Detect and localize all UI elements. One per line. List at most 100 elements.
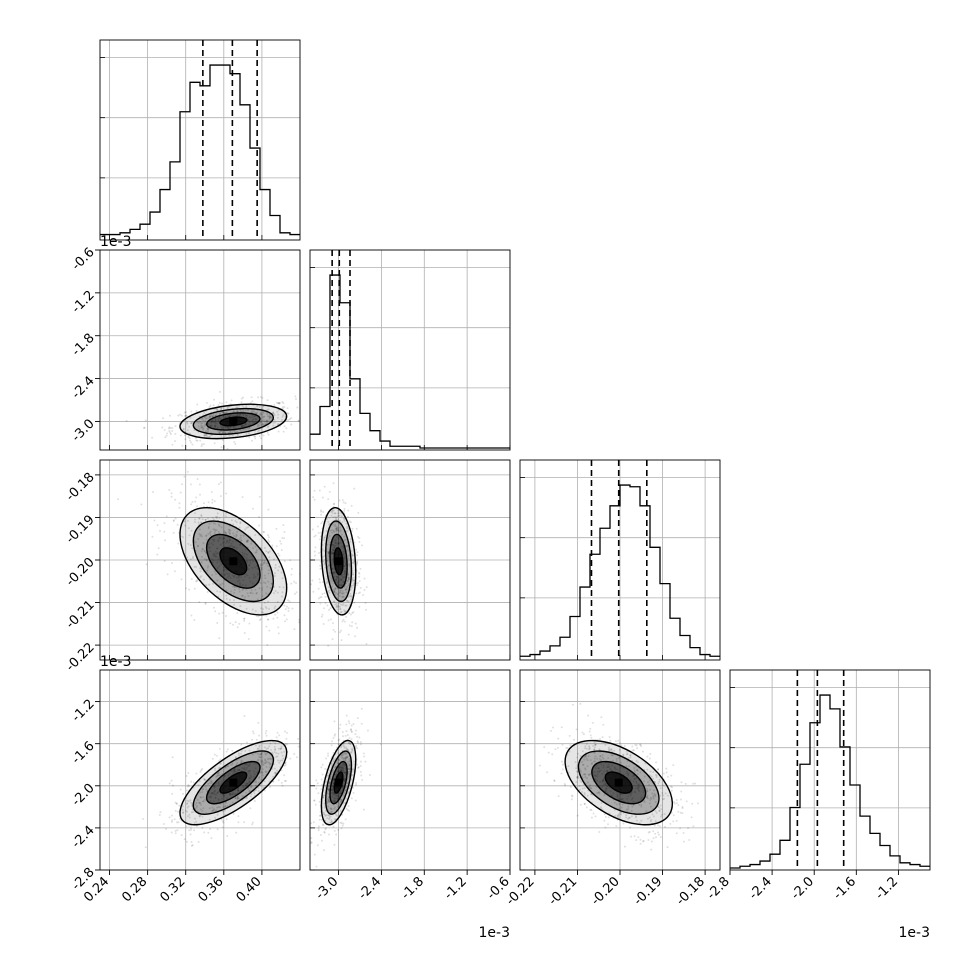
sample-point <box>233 793 236 796</box>
sample-point <box>618 802 621 805</box>
sample-point <box>276 410 279 413</box>
sample-point <box>256 752 259 755</box>
sample-point <box>174 832 177 835</box>
sample-point <box>357 592 360 595</box>
sample-point <box>330 552 333 555</box>
sample-point <box>209 530 212 533</box>
sample-point <box>330 578 333 581</box>
sample-point <box>268 556 271 559</box>
sample-point <box>258 422 261 425</box>
sample-point <box>261 608 264 611</box>
sample-point <box>174 498 177 501</box>
sample-point <box>337 579 340 582</box>
sample-point <box>232 534 235 537</box>
sample-point <box>345 756 348 759</box>
sample-point <box>349 538 352 541</box>
sample-point <box>254 545 257 548</box>
sample-point <box>631 801 634 804</box>
sample-point <box>598 769 601 772</box>
sample-point <box>324 809 327 812</box>
sample-point <box>312 496 315 499</box>
sample-point <box>248 576 251 579</box>
sample-point <box>201 790 204 793</box>
sample-point <box>313 799 316 802</box>
sample-point <box>251 507 254 510</box>
sample-point <box>211 574 214 577</box>
sample-point <box>568 750 571 753</box>
y-tick-label: -1.2 <box>69 288 98 317</box>
sample-point <box>313 535 316 538</box>
sample-point <box>324 806 327 809</box>
sample-point <box>214 796 217 799</box>
sample-point <box>352 611 355 614</box>
sample-point <box>283 560 286 563</box>
sample-point <box>221 432 224 435</box>
sample-point <box>226 765 229 768</box>
sample-point <box>274 613 277 616</box>
sample-point <box>348 758 351 761</box>
sample-point <box>226 835 229 838</box>
density-peak <box>229 557 238 566</box>
sample-point <box>261 563 264 566</box>
sample-point <box>365 608 368 611</box>
sample-point <box>664 792 667 795</box>
sample-point <box>348 736 351 739</box>
sample-point <box>216 791 219 794</box>
sample-point <box>258 424 261 427</box>
sample-point <box>277 759 280 762</box>
sample-point <box>632 774 635 777</box>
sample-point <box>335 578 338 581</box>
sample-point <box>654 836 657 839</box>
sample-point <box>590 816 593 819</box>
sample-point <box>255 784 258 787</box>
sample-point <box>197 841 200 844</box>
sample-point <box>343 771 346 774</box>
sample-point <box>636 769 639 772</box>
sample-point <box>281 595 284 598</box>
sample-point <box>348 766 351 769</box>
sample-point <box>219 481 222 484</box>
sample-point <box>560 760 563 763</box>
sample-point <box>322 796 325 799</box>
sample-point <box>186 785 189 788</box>
sample-point <box>601 779 604 782</box>
sample-point <box>274 563 277 566</box>
sample-point <box>588 748 591 751</box>
sample-point <box>584 754 587 757</box>
sample-point <box>341 573 344 576</box>
sample-point <box>217 538 220 541</box>
sample-point <box>593 751 596 754</box>
sample-point <box>604 789 607 792</box>
sample-point <box>324 784 327 787</box>
sample-point <box>327 537 330 540</box>
sample-point <box>616 793 619 796</box>
sample-point <box>319 535 322 538</box>
sample-point <box>649 788 652 791</box>
sample-point <box>658 809 661 812</box>
sample-point <box>348 563 351 566</box>
sample-point <box>248 564 251 567</box>
sample-point <box>257 424 260 427</box>
sample-point <box>345 586 348 589</box>
sample-point <box>266 644 269 647</box>
sample-point <box>321 773 324 776</box>
sample-point <box>144 846 147 849</box>
sample-point <box>581 787 584 790</box>
sample-point <box>218 766 221 769</box>
sample-point <box>336 805 339 808</box>
sample-point <box>252 418 255 421</box>
sample-point <box>236 580 239 583</box>
sample-point <box>659 794 662 797</box>
sample-point <box>194 521 197 524</box>
sample-point <box>650 775 653 778</box>
sample-point <box>174 830 177 833</box>
sample-point <box>691 802 694 805</box>
sample-point <box>217 558 220 561</box>
sample-point <box>649 752 652 755</box>
sample-point <box>143 426 146 429</box>
sample-point <box>220 407 223 410</box>
sample-point <box>660 808 663 811</box>
sample-point <box>352 722 355 725</box>
sample-point <box>251 823 254 826</box>
sample-point <box>250 785 253 788</box>
